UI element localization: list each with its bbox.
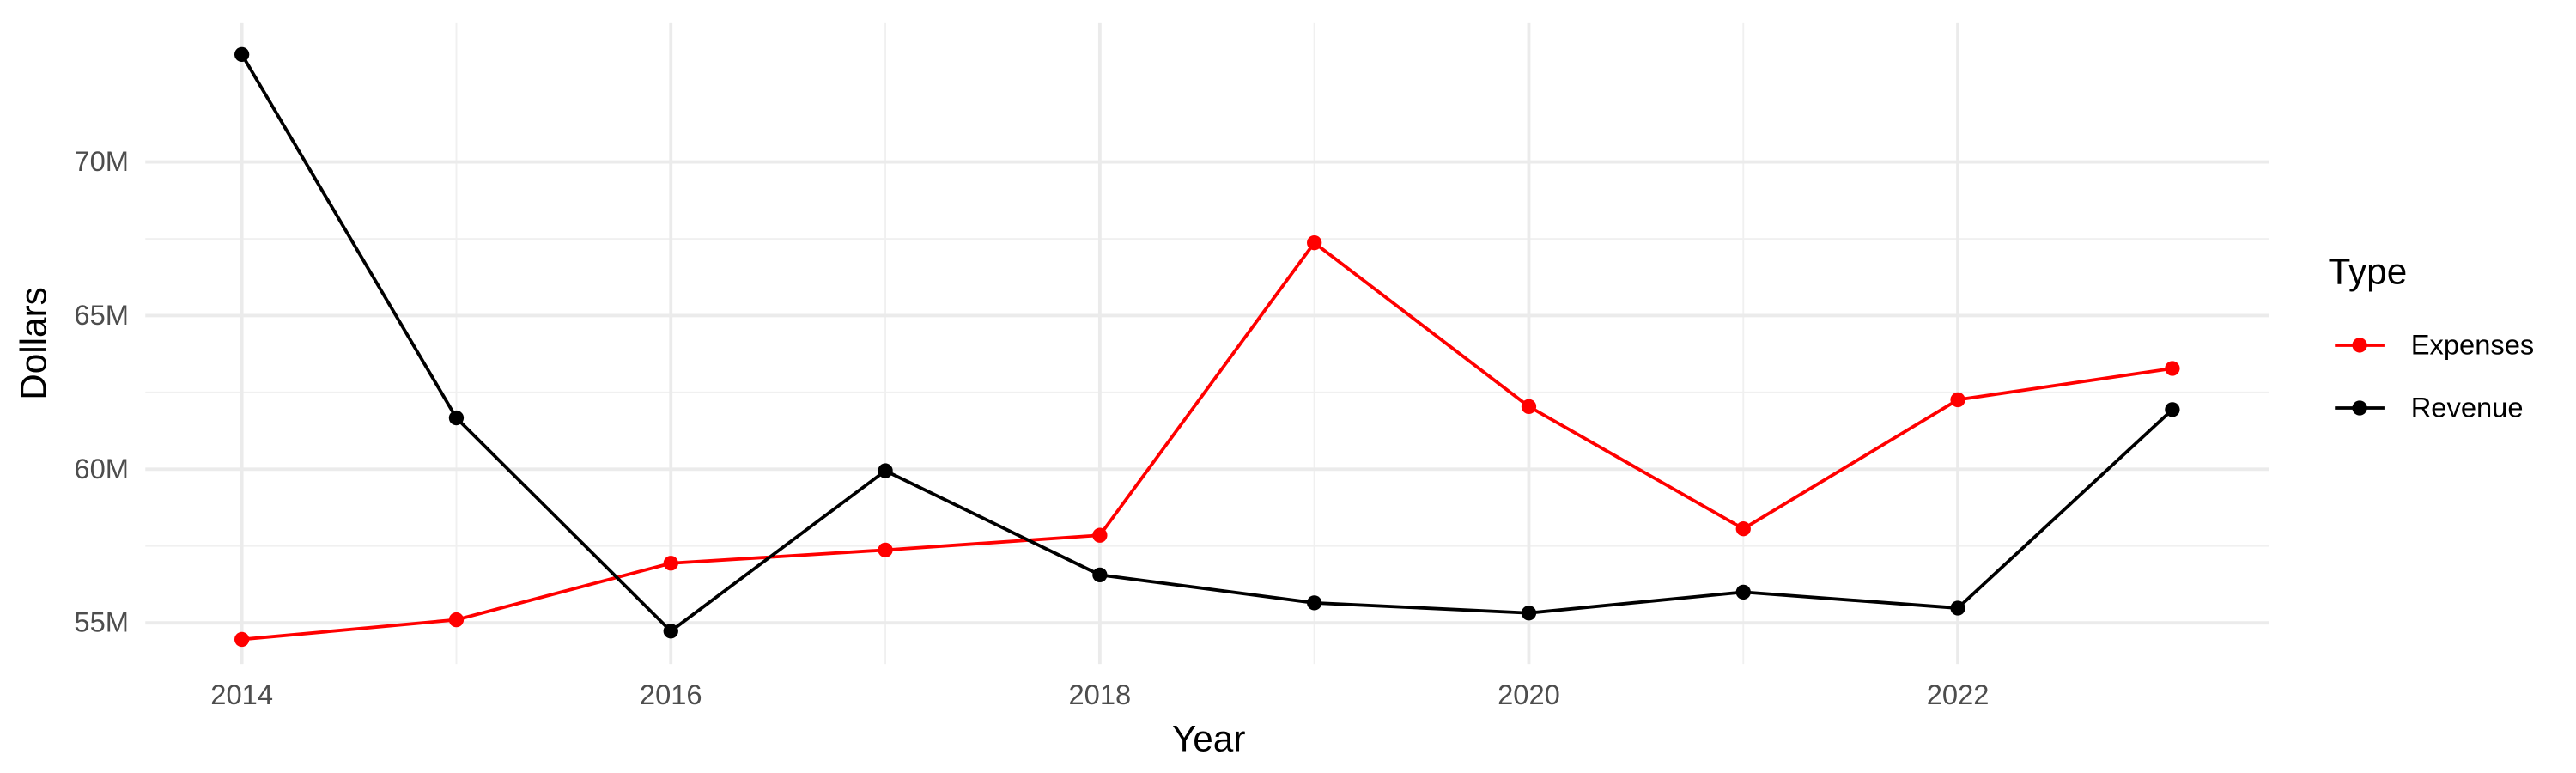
legend-key — [2352, 400, 2367, 416]
point — [448, 612, 465, 628]
point — [2165, 361, 2180, 376]
y-axis-label: Dollars — [13, 287, 53, 400]
x-tick-label: 2018 — [1069, 679, 1132, 710]
y-tick-label: 65M — [74, 299, 129, 331]
y-tick-label: 55M — [74, 606, 129, 638]
point — [1092, 567, 1108, 582]
series-line — [241, 240, 2173, 642]
legend-key — [2352, 338, 2367, 353]
legend-label: Revenue — [2411, 392, 2524, 423]
point — [1735, 584, 1751, 600]
point — [234, 46, 250, 63]
point — [663, 624, 678, 639]
point — [1307, 235, 1322, 251]
series-line — [240, 53, 2174, 634]
legend-title: Type — [2329, 251, 2408, 291]
point — [878, 463, 893, 478]
legend-label: Expenses — [2411, 328, 2535, 360]
point — [1092, 527, 1108, 543]
point — [663, 556, 678, 571]
x-tick-label: 2020 — [1498, 679, 1560, 710]
point — [1735, 521, 1751, 537]
x-tick-label: 2022 — [1927, 679, 1990, 710]
x-axis-label: Year — [1172, 719, 1245, 759]
point — [1950, 392, 1965, 408]
y-tick-label: 60M — [74, 453, 129, 484]
point — [2165, 402, 2180, 417]
point — [1521, 399, 1537, 414]
point — [1950, 600, 1965, 616]
point — [234, 631, 250, 648]
x-tick-label: 2014 — [210, 679, 273, 710]
x-tick-label: 2016 — [640, 679, 702, 710]
y-tick-label: 70M — [74, 145, 129, 177]
point — [1307, 595, 1322, 611]
point — [878, 542, 893, 558]
point — [448, 410, 465, 426]
point — [1521, 606, 1537, 621]
